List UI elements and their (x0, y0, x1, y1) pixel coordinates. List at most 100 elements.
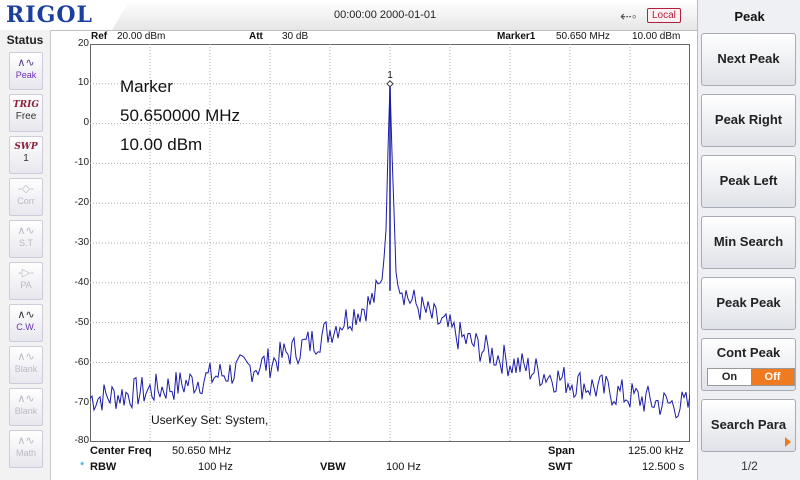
status-pa: -▷- PA (9, 262, 43, 300)
rbw-label: RBW (90, 461, 117, 473)
rigol-logo: RIGOL (6, 2, 93, 28)
top-bar: RIGOL 00:00:00 2000-01-01 ⇠◦ Local (0, 0, 700, 31)
rbw-star: * (80, 460, 85, 472)
peak-left-button[interactable]: Peak Left (701, 155, 796, 208)
datetime: 00:00:00 2000-01-01 (334, 9, 437, 21)
st-icon: ∧∿ (17, 225, 35, 237)
status-st-label: S.T (18, 238, 33, 248)
search-para-button[interactable]: Search Para (701, 399, 796, 452)
peak-left-label: Peak Left (719, 173, 778, 188)
y-tick-label: 10 (77, 77, 89, 88)
att-value: 30 dB (282, 31, 309, 42)
trig-icon: TRIG (12, 100, 40, 110)
y-tick-label: 0 (83, 117, 89, 128)
rbw-value: 100 Hz (198, 461, 233, 473)
status-sweep: SWP 1 (9, 136, 43, 174)
pa-icon: -▷- (18, 267, 34, 279)
y-tick-label: 20 (77, 38, 89, 49)
blank-icon: ∧∿ (17, 393, 35, 405)
status-blank-1: ∧∿ Blank (9, 346, 43, 384)
spectrum-plot[interactable]: 1 (90, 44, 690, 442)
usb-icon: ⇠◦ (620, 8, 637, 24)
vbw-value: 100 Hz (386, 461, 421, 473)
ref-value: 20.00 dBm (117, 31, 166, 42)
status-sweep-value: 1 (23, 153, 29, 164)
softkey-panel: Peak Next Peak Peak Right Peak Left Min … (697, 0, 800, 480)
math-icon: ∧∿ (17, 435, 35, 447)
screen-header: Ref 20.00 dBm Att 30 dB Marker1 50.650 M… (90, 30, 690, 44)
status-cw: ∧∿ C.W. (9, 304, 43, 342)
marker-readout: Marker 50.650000 MHz 10.00 dBm (120, 72, 240, 159)
peak-peak-label: Peak Peak (716, 295, 781, 310)
next-peak-label: Next Peak (717, 51, 780, 66)
logo-wrap: RIGOL (0, 0, 130, 30)
status-math-label: Math (15, 448, 36, 458)
marker-label: Marker1 (497, 31, 536, 42)
marker-readout-title: Marker (120, 77, 173, 96)
cont-peak-toggle[interactable]: Cont Peak On Off (701, 338, 796, 391)
softkey-menu-title: Peak (734, 9, 765, 24)
status-peak-label: Peak (15, 70, 37, 80)
corr-icon: -◇- (18, 183, 34, 195)
peak-right-button[interactable]: Peak Right (701, 94, 796, 147)
cont-peak-switch[interactable]: On Off (707, 368, 795, 386)
cont-peak-on[interactable]: On (708, 369, 751, 385)
status-title: Status (6, 33, 44, 47)
cw-icon: ∧∿ (17, 309, 35, 321)
status-trig-value: Free (15, 111, 37, 122)
marker-number-label: 1 (387, 70, 393, 81)
ref-label: Ref (91, 31, 108, 42)
marker-level: 10.00 dBm (632, 31, 681, 42)
peak-icon: ∧∿ (17, 57, 35, 69)
marker-readout-freq: 50.650000 MHz (120, 106, 241, 125)
status-math: ∧∿ Math (9, 430, 43, 468)
y-tick-label: -60 (74, 357, 89, 368)
peak-right-label: Peak Right (714, 112, 783, 127)
marker-diamond-icon (386, 80, 394, 88)
y-tick-label: -80 (74, 435, 89, 446)
marker-freq: 50.650 MHz (556, 31, 610, 42)
status-blank-1-label: Blank (14, 364, 38, 374)
y-tick-label: -10 (74, 157, 89, 168)
status-blank-2-label: Blank (14, 406, 38, 416)
search-para-label: Search Para (710, 417, 787, 432)
y-tick-label: -30 (74, 237, 89, 248)
y-tick-label: -50 (74, 317, 89, 328)
status-corr: -◇- Corr (9, 178, 43, 216)
peak-peak-button[interactable]: Peak Peak (701, 277, 796, 330)
min-search-button[interactable]: Min Search (701, 216, 796, 269)
min-search-label: Min Search (713, 234, 784, 249)
status-corr-label: Corr (17, 196, 35, 206)
y-axis-scale: 20 10 0 -10 -20 -30 -40 -50 -60 -70 -80 (51, 30, 89, 450)
status-peak: ∧∿ Peak (9, 52, 43, 90)
swt-value: 12.500 s (642, 461, 685, 473)
y-tick-label: -70 (74, 397, 89, 408)
page-indicator: 1/2 (741, 459, 758, 473)
swt-label: SWT (548, 461, 573, 473)
status-cw-label: C.W. (16, 322, 36, 332)
spectrum-svg: 1 (90, 44, 690, 442)
status-st: ∧∿ S.T (9, 220, 43, 258)
vbw-label: VBW (320, 461, 346, 473)
blank-icon: ∧∿ (17, 351, 35, 363)
att-label: Att (249, 31, 263, 42)
span-label: Span (548, 445, 575, 457)
cont-peak-label: Cont Peak (716, 345, 781, 360)
center-freq-value: 50.650 MHz (172, 445, 232, 457)
center-freq-label: Center Freq (90, 445, 152, 457)
footer-bar: Center Freq 50.650 MHz Span 125.00 kHz *… (70, 444, 695, 480)
status-pa-label: PA (20, 280, 32, 290)
local-badge[interactable]: Local (647, 8, 681, 23)
sweep-icon: SWP (14, 142, 38, 152)
cont-peak-off[interactable]: Off (751, 369, 794, 385)
submenu-arrow-icon (785, 437, 791, 447)
status-blank-2: ∧∿ Blank (9, 388, 43, 426)
y-tick-label: -20 (74, 197, 89, 208)
userkey-status: UserKey Set: System, (151, 413, 269, 427)
status-panel: Status ∧∿ Peak TRIG Free SWP 1 -◇- Corr … (0, 30, 51, 480)
y-tick-label: -40 (74, 277, 89, 288)
status-trig: TRIG Free (9, 94, 43, 132)
next-peak-button[interactable]: Next Peak (701, 33, 796, 86)
span-value: 125.00 kHz (628, 445, 684, 457)
marker-readout-level: 10.00 dBm (120, 135, 203, 154)
